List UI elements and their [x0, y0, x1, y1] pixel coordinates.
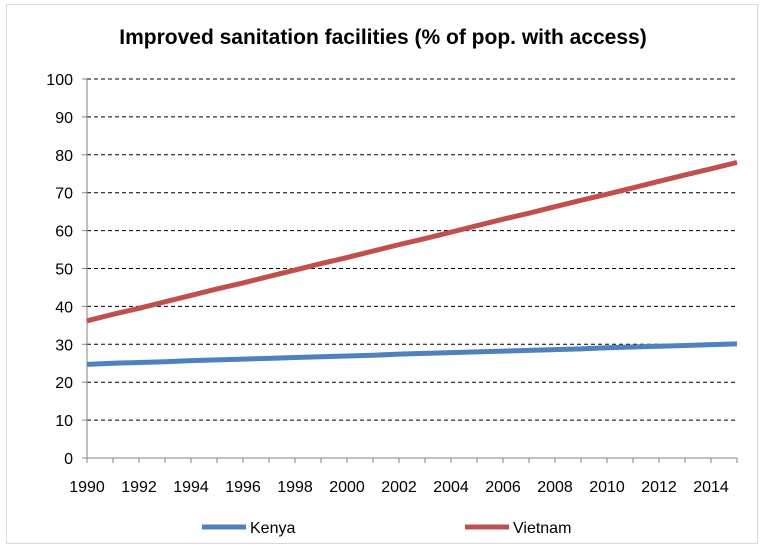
x-tick-label-2004: 2004 [433, 479, 469, 496]
y-tick-label-10: 10 [55, 413, 73, 430]
x-tick-label-1996: 1996 [225, 479, 261, 496]
x-tick-label-2006: 2006 [485, 479, 521, 496]
x-tick-label-2000: 2000 [329, 479, 365, 496]
x-tick-label-2002: 2002 [381, 479, 417, 496]
chart-frame [6, 4, 758, 544]
series-line-kenya [86, 341, 738, 367]
series-lines [86, 159, 738, 367]
x-tick-label-2014: 2014 [693, 479, 729, 496]
gridlines [87, 78, 737, 421]
legend: Kenya Vietnam [202, 520, 571, 537]
x-tick-label-1998: 1998 [277, 479, 313, 496]
y-tick-label-30: 30 [55, 337, 73, 354]
x-tick-label-1990: 1990 [69, 479, 105, 496]
y-tick-label-90: 90 [55, 110, 73, 127]
x-tick-label-2012: 2012 [641, 479, 677, 496]
series-line-vietnam [86, 159, 738, 324]
x-tick-label-1992: 1992 [121, 479, 157, 496]
y-tick-label-20: 20 [55, 375, 73, 392]
y-tick-label-70: 70 [55, 186, 73, 203]
legend-label-vietnam: Vietnam [513, 520, 571, 537]
chart-title: Improved sanitation facilities (% of pop… [119, 26, 647, 49]
x-tick-label-2010: 2010 [589, 479, 625, 496]
y-tick-label-60: 60 [55, 224, 73, 241]
y-tick-label-80: 80 [55, 148, 73, 165]
x-axis-tick-labels: 1990 1992 1994 1996 1998 2000 2002 2004 2006 2008… [69, 479, 729, 496]
legend-label-kenya: Kenya [250, 520, 295, 537]
axes [82, 78, 738, 463]
y-tick-label-0: 0 [64, 451, 73, 468]
y-axis-tick-labels: 0 10 20 30 40 50 60 70 80 90 100 [46, 72, 73, 468]
y-tick-label-100: 100 [46, 72, 73, 89]
y-tick-label-40: 40 [55, 299, 73, 316]
x-tick-label-2008: 2008 [537, 479, 573, 496]
y-tick-label-50: 50 [55, 262, 73, 279]
x-tick-label-1994: 1994 [173, 479, 209, 496]
